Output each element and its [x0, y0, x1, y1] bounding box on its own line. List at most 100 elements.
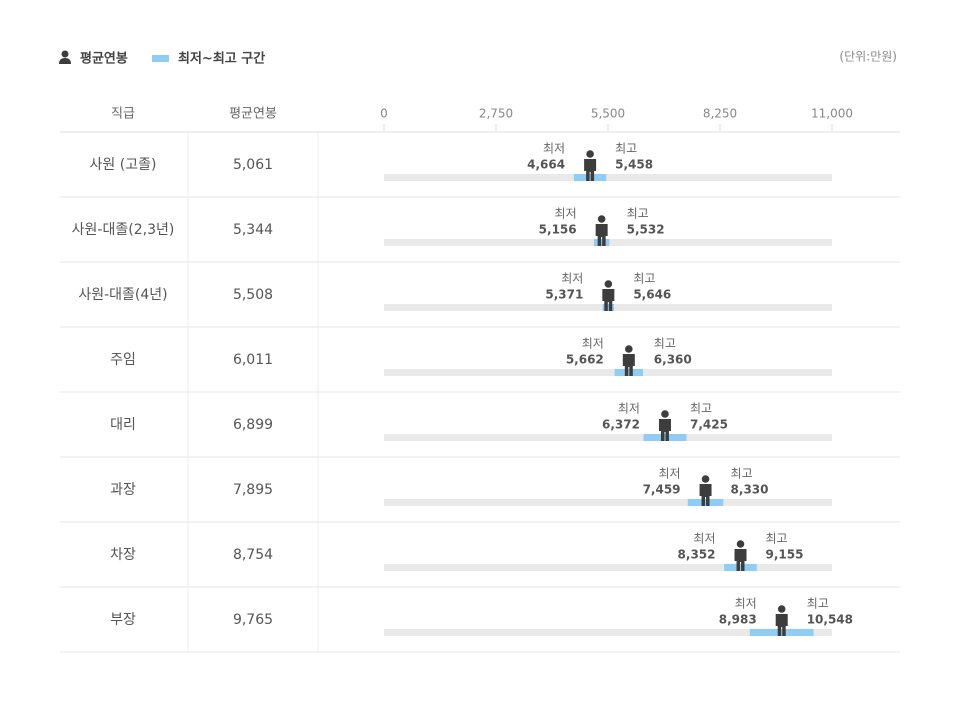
legend-icon-head	[61, 50, 69, 58]
track	[384, 174, 832, 181]
high-name: 최고	[627, 207, 649, 221]
avg-marker	[622, 345, 635, 376]
icon-head	[586, 150, 594, 158]
icon-head	[661, 410, 669, 418]
icon-body	[775, 614, 788, 636]
avg-marker	[658, 410, 671, 441]
x-tick-label: 8,250	[703, 107, 737, 121]
column-header: 평균연봉	[229, 107, 277, 122]
range-bar	[614, 369, 644, 376]
low-name: 최저	[543, 142, 565, 156]
track	[384, 629, 832, 636]
high-name: 최고	[615, 142, 637, 156]
low-name: 최저	[618, 402, 640, 416]
row-label: 주임	[110, 352, 136, 368]
avg-marker	[775, 605, 788, 636]
icon-head	[736, 540, 745, 548]
high-name: 최고	[633, 272, 655, 286]
range-bar	[724, 564, 757, 571]
high-label: 10,548	[807, 613, 853, 627]
range-bar	[643, 434, 687, 441]
row-label: 대리	[110, 417, 136, 433]
legend-icon-body	[59, 58, 71, 64]
x-tick-label: 2,750	[479, 107, 513, 121]
high-name: 최고	[731, 467, 753, 481]
low-label: 5,371	[545, 288, 583, 302]
legend-label: 최저~최고 구간	[178, 51, 265, 67]
avg-marker	[595, 215, 608, 246]
icon-head	[604, 280, 613, 288]
avg-marker	[699, 475, 712, 506]
icon-head	[777, 605, 786, 613]
icon-body	[602, 289, 615, 311]
icon-body	[595, 224, 608, 246]
range-bar	[602, 304, 614, 311]
low-label: 4,664	[527, 158, 565, 172]
range-bar	[749, 629, 814, 636]
avg-value: 5,344	[233, 222, 273, 238]
icon-head	[625, 345, 633, 353]
track	[384, 499, 832, 506]
high-name: 최고	[690, 402, 712, 416]
track	[384, 564, 832, 571]
low-name: 최저	[582, 337, 604, 351]
low-label: 8,983	[719, 613, 757, 627]
high-label: 5,646	[633, 288, 671, 302]
avg-value: 9,765	[233, 612, 273, 628]
avg-value: 6,011	[233, 352, 273, 368]
row-label: 과장	[110, 482, 136, 498]
avg-marker	[734, 540, 747, 571]
range-bar	[573, 174, 607, 181]
legend-swatch	[152, 55, 169, 62]
high-label: 5,532	[627, 223, 665, 237]
range-bar	[593, 239, 610, 246]
low-name: 최저	[735, 597, 757, 611]
x-tick-label: 11,000	[811, 107, 853, 121]
legend-label: 평균연봉	[80, 51, 128, 67]
low-name: 최저	[561, 272, 583, 286]
track	[384, 434, 832, 441]
low-label: 8,352	[678, 548, 716, 562]
avg-value: 6,899	[233, 417, 273, 433]
high-label: 9,155	[766, 548, 804, 562]
high-name: 최고	[807, 597, 829, 611]
low-label: 5,156	[539, 223, 577, 237]
range-bar	[687, 499, 724, 506]
avg-value: 5,061	[233, 157, 273, 173]
row-label: 사원-대졸(2,3년)	[72, 222, 175, 238]
high-label: 5,458	[615, 158, 653, 172]
icon-head	[701, 475, 710, 483]
low-name: 최저	[658, 467, 680, 481]
low-name: 최저	[693, 532, 715, 546]
high-label: 6,360	[654, 353, 692, 367]
track	[384, 369, 832, 376]
icon-body	[734, 549, 747, 571]
icon-head	[597, 215, 606, 223]
low-label: 6,372	[602, 418, 640, 432]
avg-marker	[602, 280, 615, 311]
high-label: 7,425	[690, 418, 728, 432]
icon-body	[699, 484, 712, 506]
row-label: 차장	[110, 547, 136, 563]
avg-value: 8,754	[233, 547, 273, 563]
column-header: 직급	[111, 107, 135, 122]
row-label: 사원-대졸(4년)	[78, 287, 167, 303]
legend: 평균연봉 최저~최고 구간	[59, 50, 265, 67]
row-label: 부장	[110, 612, 136, 628]
avg-value: 5,508	[233, 287, 273, 303]
high-label: 8,330	[731, 483, 769, 497]
icon-body	[584, 159, 597, 181]
icon-body	[622, 354, 635, 376]
avg-marker	[584, 150, 597, 181]
unit-label: (단위:만원)	[839, 50, 897, 64]
x-tick-label: 5,500	[591, 107, 625, 121]
low-name: 최저	[555, 207, 577, 221]
high-name: 최고	[654, 337, 676, 351]
high-name: 최고	[766, 532, 788, 546]
x-tick-label: 0	[380, 107, 388, 121]
avg-value: 7,895	[233, 482, 273, 498]
row-label: 사원 (고졸)	[90, 157, 157, 173]
low-label: 5,662	[566, 353, 604, 367]
low-label: 7,459	[643, 483, 681, 497]
